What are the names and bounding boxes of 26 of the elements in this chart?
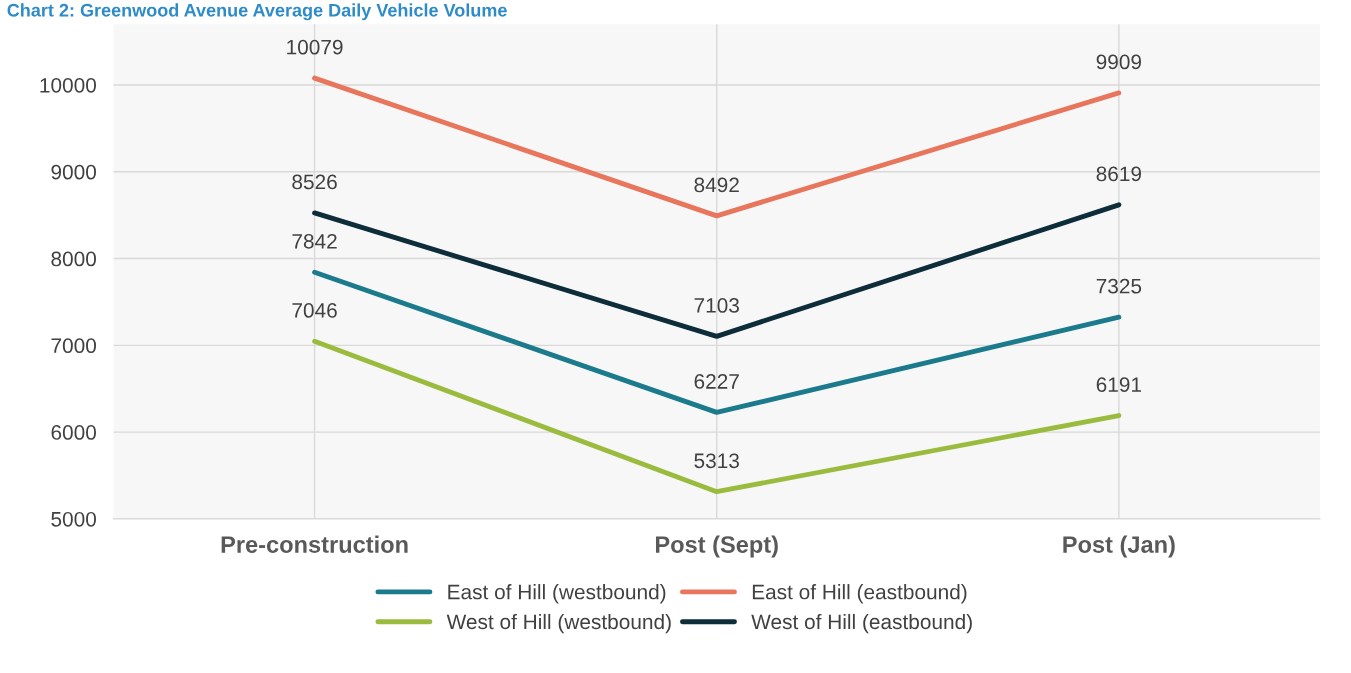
data-label: 7103	[694, 298, 739, 313]
data-label: 8492	[694, 177, 739, 193]
data-label: 8619	[1096, 166, 1142, 182]
y-tick-label: 6000	[51, 425, 97, 440]
y-tick-label: 7000	[51, 338, 97, 354]
data-label: 6227	[694, 374, 739, 389]
x-tick-label: Post (Sept)	[655, 535, 778, 558]
data-label: 6191	[1096, 377, 1142, 392]
data-label: 10079	[287, 39, 343, 55]
x-tick-label: Post (Jan)	[1063, 535, 1175, 558]
y-tick-label: 8000	[51, 251, 97, 267]
legend-label: West of Hill (eastbound)	[751, 613, 972, 634]
data-label: 7325	[1096, 278, 1142, 294]
chart-title: Chart 2: Greenwood Avenue Average Daily Vehicle Volume	[7, 3, 507, 21]
legend-label: East of Hill (westbound)	[448, 584, 666, 604]
x-tick-label: Pre-construction	[221, 535, 408, 553]
y-tick-label: 9000	[51, 164, 97, 180]
y-tick-label: 5000	[51, 511, 97, 527]
legend-label: West of Hill (westbound)	[446, 613, 671, 634]
legend-label: East of Hill (eastbound)	[752, 584, 967, 604]
data-label: 9909	[1096, 54, 1142, 70]
data-label: 8526	[292, 174, 337, 190]
data-label: 7046	[292, 303, 337, 318]
data-label: 7842	[292, 233, 337, 249]
y-tick-label: 10000	[40, 77, 97, 93]
data-label: 5313	[694, 453, 739, 469]
